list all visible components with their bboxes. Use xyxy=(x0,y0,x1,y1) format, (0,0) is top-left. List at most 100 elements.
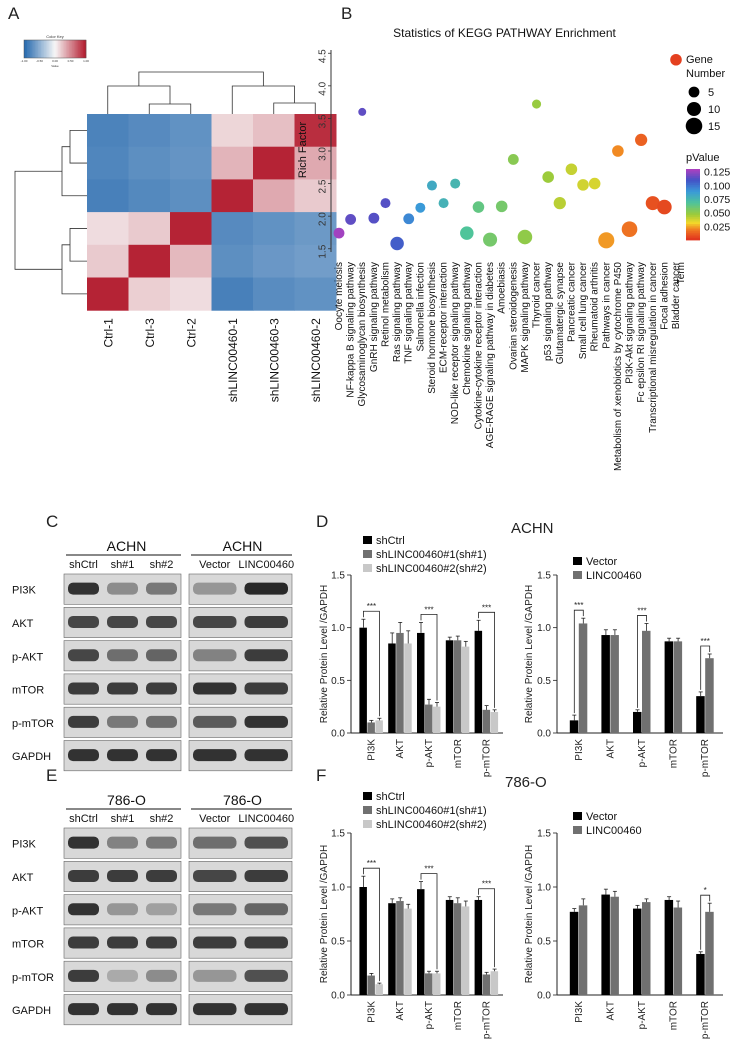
kegg-point xyxy=(495,200,508,213)
blot-c-band xyxy=(107,682,138,695)
kegg-term-label: NF-kappa B signaling pathway xyxy=(346,262,357,398)
color-key-cell xyxy=(44,40,46,58)
blot-c-band xyxy=(68,649,99,662)
heatmap-cell xyxy=(253,244,295,278)
heatmap-cell xyxy=(170,114,212,148)
blot-c-protein-label: PI3K xyxy=(12,585,37,597)
blot-e-right-title: 786-O xyxy=(223,792,262,808)
heatmap-cell xyxy=(253,114,295,148)
significance-label: *** xyxy=(367,859,376,868)
legend-p-gradient-cell xyxy=(686,211,700,214)
heatmap-cell xyxy=(170,212,212,246)
legend-p-title: pValue xyxy=(686,152,719,164)
color-key-cell xyxy=(61,40,64,58)
bar-mtor-1 xyxy=(673,907,683,995)
blot-c-band xyxy=(146,682,177,695)
legend-size-title-2: Number xyxy=(686,68,725,80)
blot-c-band xyxy=(68,682,99,695)
bar-pi3k-2 xyxy=(375,984,383,995)
bar-y-tick-label: 1.5 xyxy=(331,571,345,582)
color-key-cell xyxy=(25,40,28,58)
heatmap-column-label: shLINC00460-3 xyxy=(268,318,282,402)
kegg-xlabel: Term xyxy=(676,262,687,284)
bar-category-label: AKT xyxy=(395,739,406,758)
bar-mtor-0 xyxy=(664,641,674,733)
color-key-cell xyxy=(67,40,70,58)
kegg-point xyxy=(657,199,672,215)
blot-c-band xyxy=(244,715,288,728)
bar-mtor-0 xyxy=(445,899,454,995)
kegg-term-label: Steroid hormone biosynthesis xyxy=(427,262,438,394)
blot-c-band xyxy=(193,649,237,662)
blot-c-band xyxy=(146,615,177,628)
legend-p-gradient-cell xyxy=(686,220,700,223)
color-key-tick: -0.50 xyxy=(36,59,43,63)
bar-category-label: AKT xyxy=(605,739,616,758)
heatmap-cell xyxy=(294,146,337,180)
legend-p-gradient-cell xyxy=(686,222,700,225)
kegg-point xyxy=(368,212,380,224)
bar-y-tick-label: 0.0 xyxy=(537,991,551,1002)
blot-e-band xyxy=(68,869,99,882)
bar-y-tick-label: 0.5 xyxy=(331,676,345,687)
color-key-cell xyxy=(78,40,81,58)
bar-akt-1 xyxy=(396,632,404,733)
kegg-y-tick-label: 2.5 xyxy=(318,179,329,193)
bar-y-tick-label: 1.0 xyxy=(331,623,345,634)
blot-c-band xyxy=(107,615,138,628)
blot-e-band xyxy=(193,836,237,849)
kegg-point xyxy=(532,99,542,109)
blot-c-left-title: ACHN xyxy=(107,538,147,554)
heatmap-column-label: shLINC00460-2 xyxy=(309,318,323,402)
kegg-bubble-chart: Statistics of KEGG PATHWAY Enrichment 1.5… xyxy=(297,26,730,471)
legend-p-gradient-cell xyxy=(686,236,700,239)
blot-e-protein-label: p-mTOR xyxy=(12,972,54,984)
bar-p-akt-1 xyxy=(642,630,651,733)
heatmap-cell xyxy=(170,244,212,278)
bar-p-mtor-1 xyxy=(482,709,491,733)
legend-p-tick: 0.075 xyxy=(704,194,730,206)
color-key-cell xyxy=(68,40,71,58)
blot-c-band xyxy=(68,582,99,595)
blot-c-protein-label: GAPDH xyxy=(12,751,51,763)
blot-e-band xyxy=(68,836,99,849)
legend-p-gradient-cell xyxy=(686,169,700,172)
bar-p-akt-1 xyxy=(642,902,651,995)
bar-category-label: p-mTOR xyxy=(700,739,711,777)
legend-p-gradient-cell xyxy=(686,206,700,209)
bar-pi3k-0 xyxy=(569,911,579,995)
blot-e-lane-label: LINC00460 xyxy=(238,813,294,825)
color-key-tick: 1.00 xyxy=(83,59,89,63)
kegg-term-label: Salmonella infection xyxy=(415,262,426,352)
legend-label: LINC00460 xyxy=(586,570,642,582)
kegg-term-label: Amoebiasis xyxy=(497,262,508,314)
bar-y-tick-label: 0.0 xyxy=(331,729,345,740)
significance-label: *** xyxy=(424,865,433,874)
blot-e-lane-label: sh#2 xyxy=(150,813,174,825)
blot-c-band xyxy=(68,715,99,728)
kegg-y-tick-label: 3.5 xyxy=(318,114,329,128)
color-key-cell xyxy=(65,40,68,58)
heatmap-cell xyxy=(87,244,129,278)
legend-p-gradient-cell xyxy=(686,204,700,207)
legend-label: shLINC00460#2(sh#2) xyxy=(376,819,487,831)
legend-size-dot xyxy=(686,101,702,117)
blot-e-band xyxy=(244,969,288,982)
bar-p-akt-0 xyxy=(417,889,425,995)
legend-p-gradient-cell xyxy=(686,231,700,234)
heatmap-cell xyxy=(128,277,171,311)
bar-pi3k-0 xyxy=(569,720,579,733)
bar-category-label: p-mTOR xyxy=(700,1001,711,1039)
blot-c-band xyxy=(68,615,99,628)
color-key-xlabel: Value xyxy=(51,64,59,68)
heatmap-column-label: Ctrl-2 xyxy=(185,318,199,348)
blot-e-band xyxy=(107,969,138,982)
bar-p-mtor-0 xyxy=(474,630,483,733)
significance-label: *** xyxy=(701,637,710,646)
legend-swatch xyxy=(573,557,582,565)
bar-akt-2 xyxy=(404,908,412,995)
color-key-tick: 0.50 xyxy=(68,59,74,63)
kegg-point xyxy=(517,229,533,245)
legend-swatch xyxy=(573,812,582,820)
heatmap-cell xyxy=(128,244,171,278)
